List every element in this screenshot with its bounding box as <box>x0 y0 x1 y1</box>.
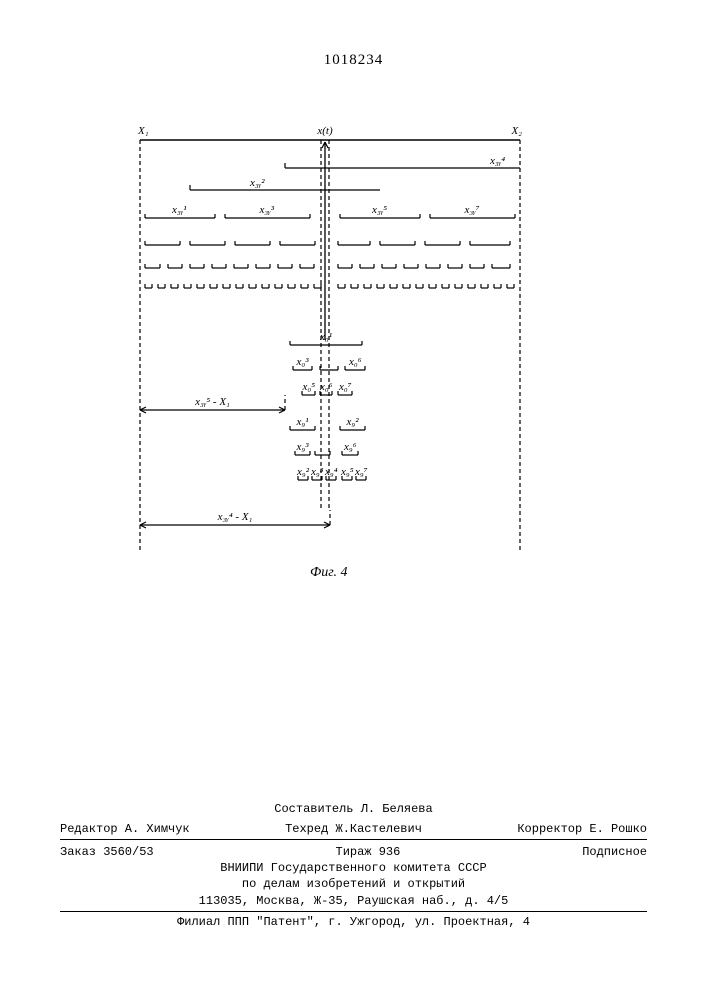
tirazh-text: Тираж 936 <box>336 844 401 860</box>
svg-text:x₀¹: x₀¹ <box>319 331 332 343</box>
editor-text: Редактор А. Химчук <box>60 821 190 837</box>
svg-text:x₀⁵: x₀⁵ <box>302 381 316 393</box>
svg-text:X₁: X₁ <box>137 125 149 137</box>
svg-text:x₉⁷: x₉⁷ <box>354 466 368 478</box>
corrector-text: Корректор Е. Рошко <box>517 821 647 837</box>
svg-text:x₉⁵: x₉⁵ <box>340 466 354 478</box>
rule-1 <box>60 839 647 840</box>
order-row: Заказ 3560/53 Тираж 936 Подписное <box>60 842 647 860</box>
svg-text:x₀⁶: x₀⁶ <box>348 356 362 368</box>
techred-text: Техред Ж.Кастелевич <box>285 821 422 837</box>
svg-text:x₀⁶: x₀⁶ <box>319 381 333 393</box>
order-text: Заказ 3560/53 <box>60 844 154 860</box>
figure-caption: Фиг. 4 <box>310 565 348 581</box>
svg-text:x₉¹: x₉¹ <box>296 416 309 428</box>
svg-text:x₀³: x₀³ <box>296 356 310 368</box>
svg-text:x₃ᵧ³: x₃ᵧ³ <box>259 204 275 216</box>
svg-text:x₃ᵧ⁵: x₃ᵧ⁵ <box>371 204 387 216</box>
svg-text:x₉²: x₉² <box>296 466 310 478</box>
svg-text:x₃ᵧ⁷: x₃ᵧ⁷ <box>464 204 480 216</box>
svg-text:x₃ᵧ²: x₃ᵧ² <box>249 177 265 189</box>
svg-text:x₃ᵧ⁵ - X₁: x₃ᵧ⁵ - X₁ <box>194 396 230 408</box>
svg-text:X₂: X₂ <box>510 125 522 137</box>
filial-line: Филиал ППП "Патент", г. Ужгород, ул. Про… <box>60 914 647 930</box>
podpisnoe-text: Подписное <box>582 844 647 860</box>
svg-text:x(t): x(t) <box>316 125 333 137</box>
addr-line: 113035, Москва, Ж-35, Раушская наб., д. … <box>60 893 647 909</box>
compiler-line: Составитель Л. Беляева <box>60 801 647 817</box>
svg-text:x₉⁴: x₉⁴ <box>324 466 338 478</box>
svg-text:x₃ᵧ⁴ - X₁: x₃ᵧ⁴ - X₁ <box>217 511 253 523</box>
svg-text:x₃ᵧ¹: x₃ᵧ¹ <box>171 204 187 216</box>
patent-number: 1018234 <box>324 52 384 69</box>
org-line-2: по делам изобретений и открытий <box>60 876 647 892</box>
svg-text:x₉³: x₉³ <box>310 466 324 478</box>
diagram-svg: X₁ X₂ x(t) x₃ᵧ⁴ x₃ᵧ² x₃ᵧ¹ x₃ᵧ³ x₃ᵧ⁵ x₃ᵧ⁷ x₀¹ x₀³ x₀… <box>120 110 540 590</box>
svg-text:x₉²: x₉² <box>346 416 360 428</box>
svg-text:x₉⁶: x₉⁶ <box>343 441 357 453</box>
svg-text:x₉³: x₉³ <box>296 441 310 453</box>
credits-row: Редактор А. Химчук Техред Ж.Кастелевич К… <box>60 819 647 837</box>
svg-text:x₀⁷: x₀⁷ <box>338 381 352 393</box>
figure-4-diagram: X₁ X₂ x(t) x₃ᵧ⁴ x₃ᵧ² x₃ᵧ¹ x₃ᵧ³ x₃ᵧ⁵ x₃ᵧ⁷ x₀¹ x₀³ x₀… <box>120 110 540 670</box>
colophon-block: Составитель Л. Беляева Редактор А. Химчу… <box>60 801 647 930</box>
page: 1018234 X₁ X₂ x(t) x₃ᵧ⁴ x₃ᵧ² x₃ᵧ¹ x₃ᵧ³ x₃ᵧ⁵ x₃ᵧ⁷… <box>0 0 707 1000</box>
svg-text:x₃ᵧ⁴: x₃ᵧ⁴ <box>489 155 505 167</box>
org-line-1: ВНИИПИ Государственного комитета СССР <box>60 860 647 876</box>
rule-2 <box>60 911 647 912</box>
